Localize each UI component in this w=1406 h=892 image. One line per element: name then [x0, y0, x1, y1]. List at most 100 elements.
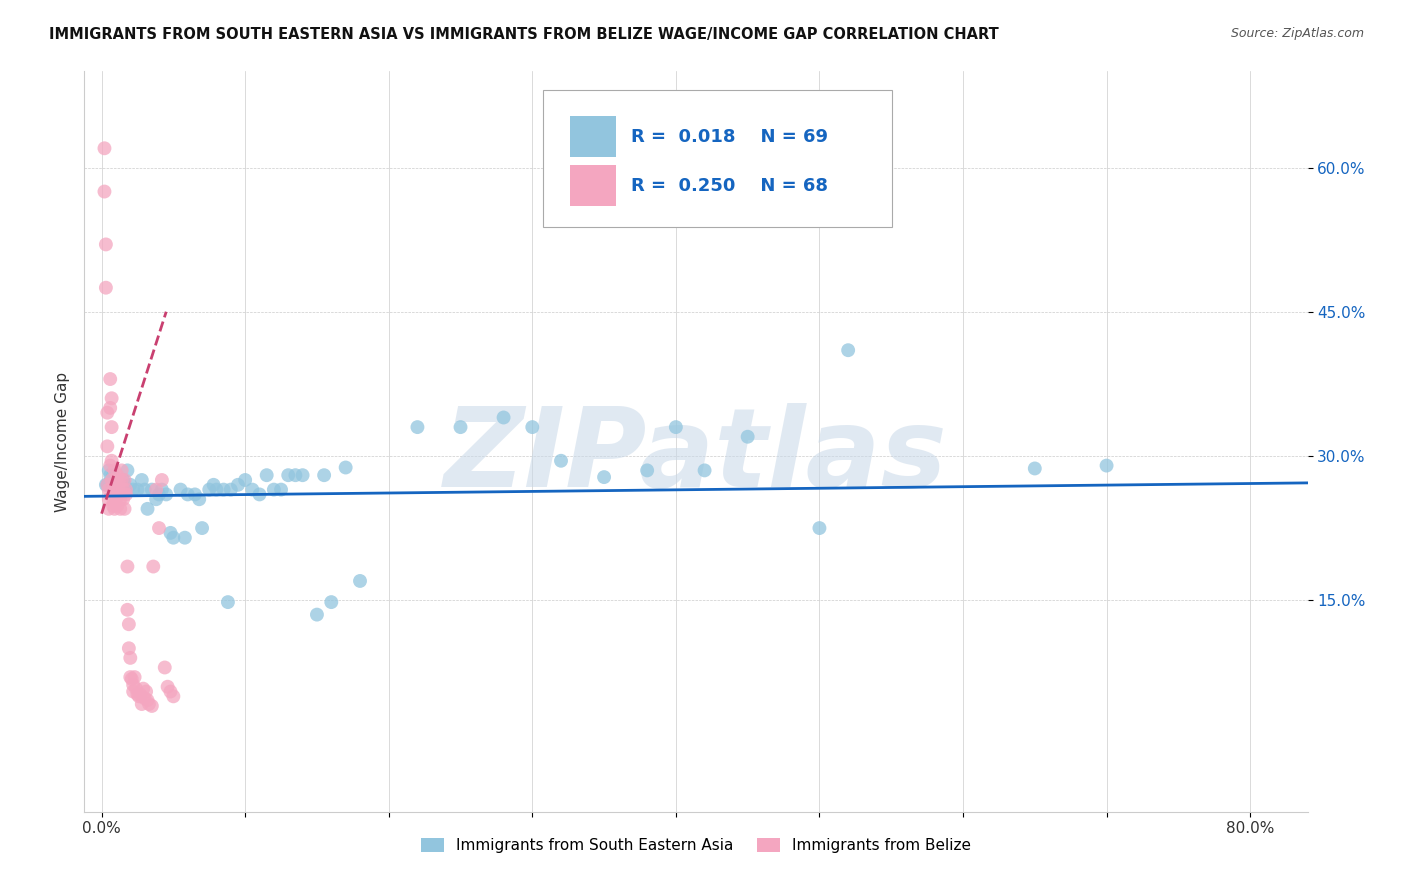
Point	[693, 463, 716, 477]
Point	[115, 483, 138, 497]
Point	[108, 483, 131, 497]
Point	[808, 521, 831, 535]
Point	[122, 678, 145, 692]
Point	[450, 420, 472, 434]
Point	[173, 531, 195, 545]
Point	[837, 343, 859, 358]
Point	[97, 483, 120, 497]
Point	[100, 454, 122, 468]
Point	[103, 501, 125, 516]
Point	[103, 463, 125, 477]
Point	[120, 478, 142, 492]
Point	[198, 483, 221, 497]
Point	[111, 473, 134, 487]
Point	[111, 463, 134, 477]
Point	[120, 651, 142, 665]
Point	[100, 473, 122, 487]
Point	[94, 478, 117, 492]
Point	[105, 473, 128, 487]
Point	[124, 670, 146, 684]
Point	[162, 690, 184, 704]
Point	[191, 521, 214, 535]
Point	[134, 691, 156, 706]
Point	[118, 641, 141, 656]
Point	[256, 468, 278, 483]
Point	[217, 595, 239, 609]
Point	[142, 559, 165, 574]
Point	[184, 487, 207, 501]
Text: R =  0.018    N = 69: R = 0.018 N = 69	[631, 128, 828, 145]
Point	[93, 185, 115, 199]
Point	[104, 473, 127, 487]
Point	[665, 420, 688, 434]
Point	[150, 473, 173, 487]
Point	[219, 483, 242, 497]
Point	[96, 478, 118, 492]
Point	[101, 492, 124, 507]
Point	[104, 483, 127, 497]
Point	[188, 492, 211, 507]
Text: ZIPatlas: ZIPatlas	[444, 403, 948, 510]
Point	[314, 468, 336, 483]
Point	[122, 483, 145, 497]
Point	[233, 473, 256, 487]
Point	[111, 483, 134, 497]
Point	[159, 525, 181, 540]
Text: IMMIGRANTS FROM SOUTH EASTERN ASIA VS IMMIGRANTS FROM BELIZE WAGE/INCOME GAP COR: IMMIGRANTS FROM SOUTH EASTERN ASIA VS IM…	[49, 27, 998, 42]
Point	[136, 693, 159, 707]
Text: R =  0.250    N = 68: R = 0.250 N = 68	[631, 178, 828, 195]
Point	[114, 473, 136, 487]
Point	[305, 607, 328, 622]
Point	[1095, 458, 1118, 473]
Point	[131, 473, 153, 487]
Point	[125, 681, 148, 696]
Point	[159, 684, 181, 698]
Point	[114, 501, 136, 516]
Point	[593, 470, 616, 484]
Point	[105, 468, 128, 483]
Point	[96, 439, 118, 453]
Point	[120, 670, 142, 684]
Point	[114, 478, 136, 492]
Point	[97, 492, 120, 507]
Point	[212, 483, 235, 497]
Point	[277, 468, 299, 483]
Point	[110, 478, 132, 492]
Point	[97, 501, 120, 516]
Point	[522, 420, 544, 434]
Point	[127, 483, 149, 497]
Point	[240, 483, 263, 497]
Point	[98, 458, 121, 473]
Point	[101, 483, 124, 497]
Point	[135, 684, 157, 698]
Point	[112, 492, 135, 507]
Point	[226, 478, 249, 492]
Point	[98, 468, 121, 483]
Point	[145, 483, 167, 497]
Point	[136, 501, 159, 516]
Point	[93, 141, 115, 155]
Point	[349, 574, 371, 588]
FancyBboxPatch shape	[569, 165, 616, 206]
Point	[141, 483, 163, 497]
Point	[162, 531, 184, 545]
Point	[636, 463, 658, 477]
Point	[249, 487, 271, 501]
Point	[129, 687, 152, 701]
Point	[148, 487, 170, 501]
Point	[98, 401, 121, 415]
Legend: Immigrants from South Eastern Asia, Immigrants from Belize: Immigrants from South Eastern Asia, Immi…	[415, 832, 977, 860]
Point	[177, 487, 200, 501]
Point	[134, 483, 156, 497]
Point	[117, 559, 139, 574]
Point	[148, 521, 170, 535]
Point	[94, 237, 117, 252]
Point	[112, 483, 135, 497]
Point	[406, 420, 429, 434]
Point	[101, 468, 124, 483]
Point	[153, 660, 176, 674]
Point	[112, 473, 135, 487]
Point	[131, 697, 153, 711]
Point	[96, 478, 118, 492]
Point	[105, 499, 128, 513]
